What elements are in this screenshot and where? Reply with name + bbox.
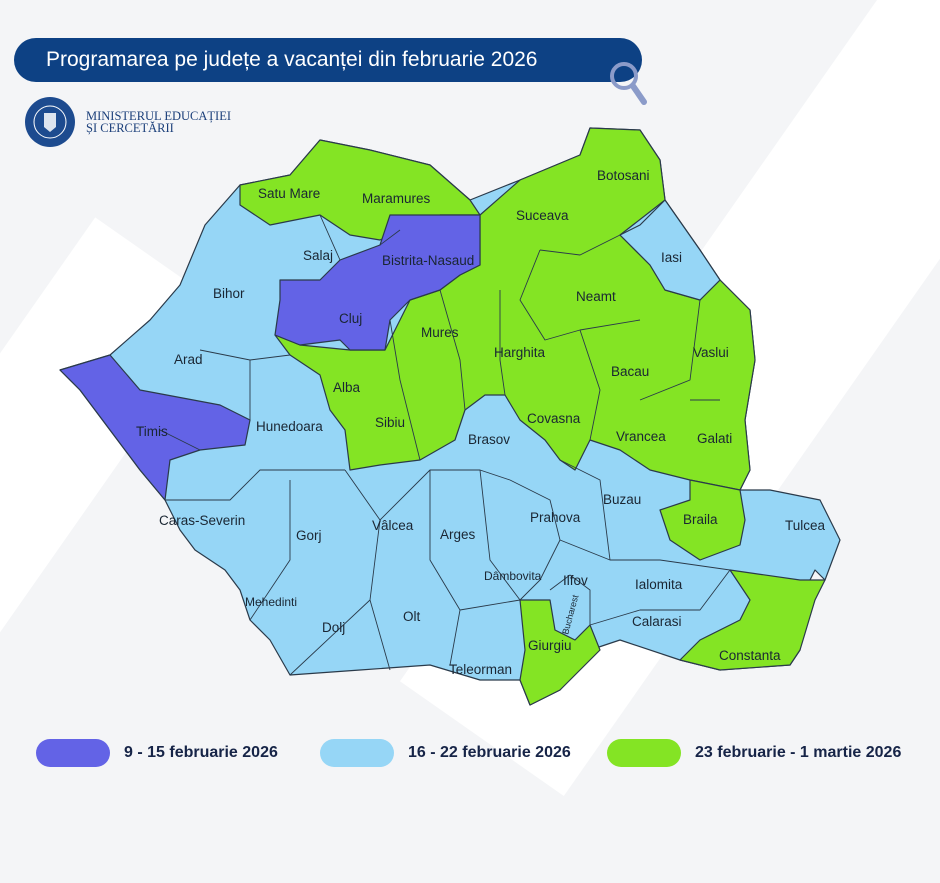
label-dolj: Dolj: [322, 620, 345, 635]
label-teleorman: Teleorman: [449, 662, 512, 677]
label-constanta: Constanta: [719, 648, 781, 663]
label-ilfov: Ilfov: [563, 573, 588, 588]
label-maramures: Maramures: [362, 191, 431, 206]
label-timis: Timis: [136, 424, 168, 439]
label-brasov: Brasov: [468, 432, 510, 447]
county-borders: [159, 214, 731, 676]
label-galati: Galati: [697, 431, 732, 446]
ministry-line1: MINISTERUL EDUCAȚIEI: [86, 109, 232, 123]
label-bacau: Bacau: [611, 364, 649, 379]
legend-item-group1: 9 - 15 februarie 2026: [36, 739, 278, 767]
label-suceava: Suceava: [516, 208, 569, 223]
romania-county-map: Satu Mare Maramures Suceava Botosani Sal…: [59, 127, 841, 706]
label-vaslui: Vaslui: [693, 345, 729, 360]
legend-label: 16 - 22 februarie 2026: [408, 744, 571, 761]
label-harghita: Harghita: [494, 345, 546, 360]
legend-item-group2: 16 - 22 februarie 2026: [320, 739, 571, 767]
label-ialomita: Ialomita: [635, 577, 683, 592]
label-botosani: Botosani: [597, 168, 650, 183]
county-giurgiu: [519, 599, 601, 706]
label-dambovita: Dâmbovita: [484, 569, 542, 583]
ministry-name: MINISTERUL EDUCAȚIEI ȘI CERCETĂRII: [86, 109, 232, 135]
legend-swatch-purple: [36, 739, 110, 767]
legend-item-group3: 23 februarie - 1 martie 2026: [607, 739, 901, 767]
label-alba: Alba: [333, 380, 361, 395]
label-calarasi: Calarasi: [632, 614, 682, 629]
label-caras-severin: Caras-Severin: [159, 513, 245, 528]
county-iasi: [619, 199, 721, 301]
label-mehedinti: Mehedinti: [245, 595, 297, 609]
label-buzau: Buzau: [603, 492, 641, 507]
label-bistrita-nasaud: Bistrita-Nasaud: [382, 253, 474, 268]
label-giurgiu: Giurgiu: [528, 638, 572, 653]
label-olt: Olt: [403, 609, 421, 624]
label-arges: Arges: [440, 527, 476, 542]
label-mures: Mures: [421, 325, 459, 340]
label-vrancea: Vrancea: [616, 429, 666, 444]
label-covasna: Covasna: [527, 411, 581, 426]
ministry-line2: ȘI CERCETĂRII: [86, 121, 174, 135]
government-seal-logo: [25, 97, 75, 147]
label-bihor: Bihor: [213, 286, 245, 301]
label-iasi: Iasi: [661, 250, 682, 265]
legend-label: 23 februarie - 1 martie 2026: [695, 744, 902, 761]
county-constanta: [679, 569, 826, 671]
label-gorj: Gorj: [296, 528, 322, 543]
label-hunedoara: Hunedoara: [256, 419, 323, 434]
label-prahova: Prahova: [530, 510, 581, 525]
county-braila: [659, 479, 746, 561]
label-satu-mare: Satu Mare: [258, 186, 320, 201]
label-salaj: Salaj: [303, 248, 333, 263]
legend-swatch-green: [607, 739, 681, 767]
label-arad: Arad: [174, 352, 203, 367]
magnifier-icon: [610, 62, 647, 105]
legend-label: 9 - 15 februarie 2026: [124, 744, 278, 761]
page-title: Programarea pe județe a vacanței din feb…: [14, 38, 642, 82]
label-valcea: Vâlcea: [372, 518, 414, 533]
label-braila: Braila: [683, 512, 718, 527]
county-labels: Satu Mare Maramures Suceava Botosani Sal…: [136, 168, 826, 677]
legend-swatch-lightblue: [320, 739, 394, 767]
label-cluj: Cluj: [339, 311, 362, 326]
label-tulcea: Tulcea: [785, 518, 826, 533]
label-sibiu: Sibiu: [375, 415, 405, 430]
label-neamt: Neamt: [576, 289, 616, 304]
